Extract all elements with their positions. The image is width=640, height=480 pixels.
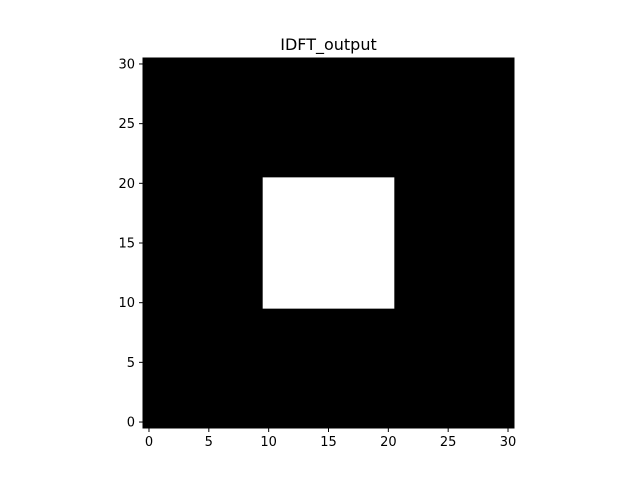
y-tick-label-0: 0: [127, 416, 135, 431]
x-tick-label-0: 0: [145, 435, 153, 450]
y-tick-label-25: 25: [118, 117, 135, 132]
y-tick-label-5: 5: [127, 356, 135, 371]
chart-title: IDFT_output: [280, 35, 377, 55]
y-tick-label-10: 10: [118, 296, 135, 311]
x-tick-label-5: 5: [205, 435, 213, 450]
x-tick-label-10: 10: [260, 435, 277, 450]
x-tick-label-15: 15: [320, 435, 337, 450]
y-tick-label-15: 15: [118, 237, 135, 252]
y-tick-label-30: 30: [118, 57, 135, 72]
x-axis: 0 5 10 15 20 25 30: [145, 428, 516, 450]
x-tick-label-25: 25: [440, 435, 457, 450]
y-tick-label-20: 20: [118, 177, 135, 192]
x-tick-label-30: 30: [500, 435, 517, 450]
plot-area: [142, 57, 515, 429]
heatmap-region-0: [262, 177, 395, 309]
x-tick-label-20: 20: [380, 435, 397, 450]
y-axis: 0 5 10 15 20 25 30: [118, 57, 143, 431]
